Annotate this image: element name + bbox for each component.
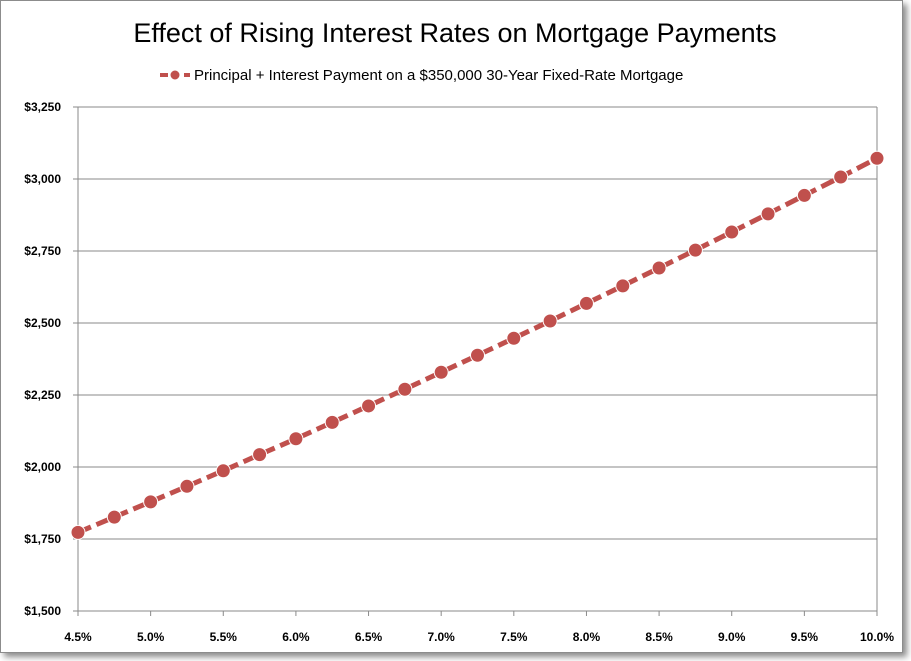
gridlines [78,107,877,539]
y-tick-label: $3,000 [24,172,61,186]
x-tick-label: 7.5% [500,630,528,644]
x-tick-label: 9.0% [718,630,746,644]
y-tick-label: $3,250 [24,100,61,114]
data-point [579,296,593,310]
series-payment [71,151,884,539]
x-tick-label: 5.0% [137,630,165,644]
data-point [362,399,376,413]
data-point [688,243,702,257]
data-point [180,479,194,493]
x-axis: 4.5% 5.0% 5.5% 6.0% 6.5% 7.0% 7.5% 8.0% 8.5% 9.0%… [64,611,894,644]
chart-title: Effect of Rising Interest Rates on Mortg… [133,18,776,48]
x-tick-label: 10.0% [860,630,894,644]
data-point [616,279,630,293]
data-point [216,464,230,478]
data-point [253,448,267,462]
data-point [652,261,666,275]
data-point [471,348,485,362]
data-point [325,415,339,429]
legend-entry-label: Principal + Interest Payment on a $350,0… [194,67,683,84]
data-point [71,525,85,539]
x-tick-label: 7.0% [428,630,456,644]
x-tick-label: 6.0% [282,630,310,644]
y-tick-label: $2,500 [24,316,61,330]
data-point [761,207,775,221]
legend-marker-swatch [170,70,180,80]
x-tick-label: 5.5% [210,630,238,644]
data-point [834,170,848,184]
y-tick-label: $1,500 [24,604,61,618]
legend: Principal + Interest Payment on a $350,0… [160,67,683,84]
x-tick-label: 4.5% [64,630,92,644]
x-tick-label: 9.5% [791,630,819,644]
data-point [870,151,884,165]
data-point [507,331,521,345]
x-tick-label: 6.5% [355,630,383,644]
data-point [797,188,811,202]
y-tick-label: $2,250 [24,388,61,402]
x-tick-label: 8.0% [573,630,601,644]
data-point [398,382,412,396]
y-tick-label: $2,750 [24,244,61,258]
series-line [78,158,877,532]
y-tick-label: $2,000 [24,460,61,474]
data-point [543,314,557,328]
data-point [289,432,303,446]
y-tick-label: $1,750 [24,532,61,546]
data-point [725,225,739,239]
data-point [144,495,158,509]
x-tick-label: 8.5% [645,630,673,644]
data-point [434,365,448,379]
data-point [107,510,121,524]
y-axis: $1,500 $1,750 $2,000 $2,250 $2,500 $2,750 $3,0… [24,100,78,618]
